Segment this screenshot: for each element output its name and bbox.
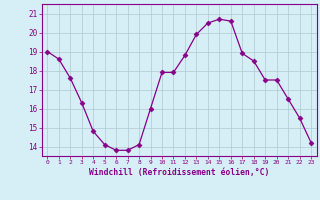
X-axis label: Windchill (Refroidissement éolien,°C): Windchill (Refroidissement éolien,°C): [89, 168, 269, 177]
